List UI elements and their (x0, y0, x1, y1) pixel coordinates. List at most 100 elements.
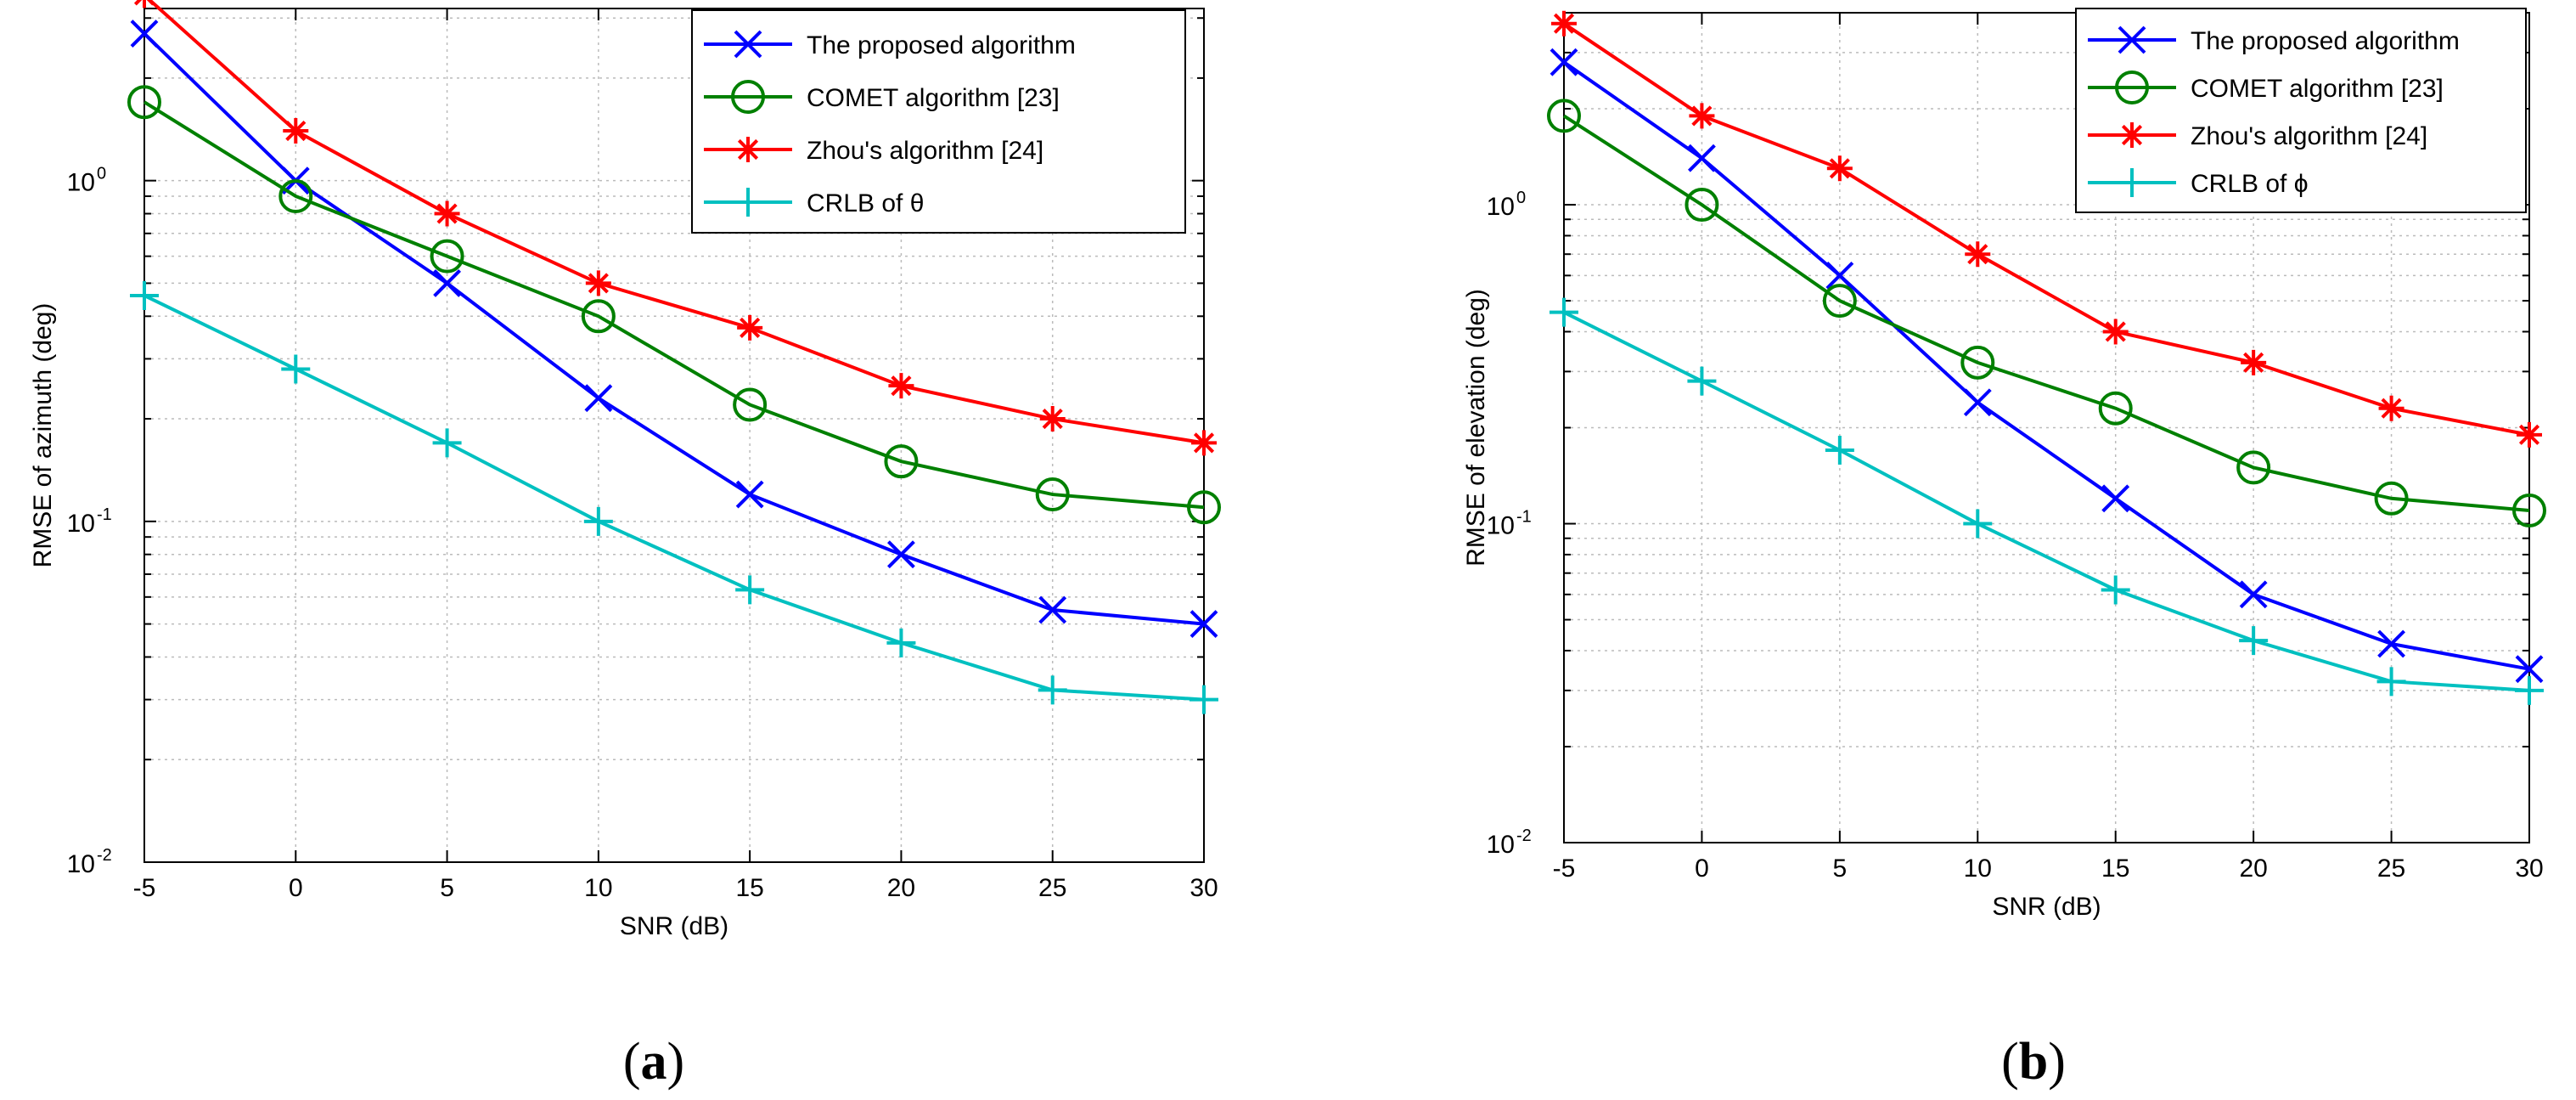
data-point (1550, 297, 1578, 327)
x-tick-label: 15 (735, 874, 763, 902)
series-line (147, 0, 1205, 445)
legend-marker (734, 188, 762, 217)
series-2 (127, 85, 1221, 525)
legend: The proposed algorithm COMET algorithm [2… (2075, 8, 2527, 213)
data-point (1035, 477, 1070, 512)
series-4 (130, 280, 1218, 714)
grid (144, 8, 1204, 862)
x-tick-label: 10 (1964, 855, 1992, 883)
data-point (1190, 685, 1218, 714)
legend: The proposed algorithm COMET algorithm [2… (691, 9, 1186, 234)
data-point (1965, 241, 1991, 268)
data-point (585, 270, 611, 296)
data-point (1038, 675, 1067, 705)
x-tick-label: 30 (2515, 855, 2543, 883)
x-tick-label: -5 (1553, 855, 1576, 883)
y-tick-label: 10 (1487, 831, 1515, 859)
data-point (735, 480, 764, 509)
legend-label: COMET algorithm [23] (807, 84, 1060, 112)
x-tick-label: 5 (1833, 855, 1848, 883)
data-point (283, 118, 309, 144)
data-point (1825, 436, 1854, 465)
data-point (2515, 675, 2544, 705)
data-point (1187, 490, 1221, 525)
data-point (432, 428, 462, 458)
data-point (584, 384, 613, 413)
data-point (1038, 595, 1067, 624)
data-point (1826, 155, 1853, 182)
x-axis-label: SNR (dB) (1992, 893, 2101, 921)
legend-marker (2118, 168, 2146, 197)
y-tick-exponent: -1 (97, 505, 112, 524)
x-tick-label: -5 (133, 874, 156, 902)
data-point (1547, 99, 1581, 133)
data-point (1551, 10, 1577, 37)
data-point (1963, 509, 1993, 539)
data-point (2241, 349, 2267, 375)
caption-a: (a) (622, 1033, 685, 1091)
grid (1564, 13, 2529, 843)
data-point (1191, 430, 1217, 456)
data-point (733, 387, 768, 422)
legend-marker (734, 30, 762, 59)
data-point (1190, 610, 1218, 639)
data-point (2377, 629, 2405, 658)
data-point (1550, 48, 1578, 76)
y-tick-label: 10 (1487, 512, 1515, 540)
x-tick-label: 25 (2377, 855, 2405, 883)
series-line (143, 100, 1205, 510)
data-point (1685, 188, 1719, 223)
y-tick-label: 10 (67, 850, 95, 878)
data-point (130, 280, 159, 310)
y-tick-label: 10 (1487, 193, 1515, 221)
data-point (1960, 345, 1995, 380)
y-axis-label: RMSE of elevation (deg) (1462, 289, 1490, 567)
series-line (1562, 114, 2530, 512)
x-tick-label: 15 (2101, 855, 2129, 883)
data-point (1822, 284, 1857, 319)
legend-label: The proposed algorithm (2191, 27, 2460, 55)
data-point (2515, 655, 2544, 684)
caption-a-label: a (640, 1033, 667, 1091)
legend-marker (2118, 25, 2146, 54)
y-tick-label: 10 (67, 510, 95, 538)
data-point (737, 314, 763, 341)
x-tick-label: 0 (1695, 855, 1709, 883)
x-tick-label: 25 (1038, 874, 1066, 902)
y-tick-exponent: 0 (1516, 189, 1526, 207)
legend-label: The proposed algorithm (807, 31, 1076, 59)
series-3 (133, 0, 1217, 456)
data-point (888, 373, 914, 399)
data-point (884, 444, 919, 479)
series-line (1562, 22, 2530, 437)
data-point (430, 239, 464, 274)
y-tick-exponent: -2 (1516, 826, 1532, 845)
y-axis-label: RMSE of azimuth (deg) (29, 303, 57, 568)
series-4 (1550, 297, 2544, 705)
data-point (2102, 319, 2129, 345)
x-tick-label: 5 (440, 874, 454, 902)
series-line (1563, 310, 2530, 692)
legend-box (2075, 8, 2527, 213)
data-point (2239, 580, 2268, 609)
y-tick-exponent: -1 (1516, 508, 1532, 527)
x-tick-label: 0 (289, 874, 303, 902)
data-point (2376, 667, 2406, 697)
series-line (143, 294, 1205, 702)
data-point (2378, 395, 2404, 421)
x-tick-label: 10 (584, 874, 612, 902)
series-line (1562, 60, 2530, 671)
data-point (433, 269, 461, 297)
legend-label: CRLB of θ (807, 189, 924, 217)
data-point (278, 179, 313, 214)
data-point (2236, 450, 2271, 485)
data-point (2512, 493, 2546, 527)
data-point (886, 628, 916, 657)
data-point (583, 506, 613, 536)
data-point (887, 540, 915, 569)
x-tick-label: 20 (887, 874, 915, 902)
legend-label: Zhou's algorithm [24] (2191, 122, 2427, 150)
data-point (1825, 261, 1854, 290)
y-tick-exponent: 0 (97, 165, 106, 183)
data-point (281, 354, 311, 384)
